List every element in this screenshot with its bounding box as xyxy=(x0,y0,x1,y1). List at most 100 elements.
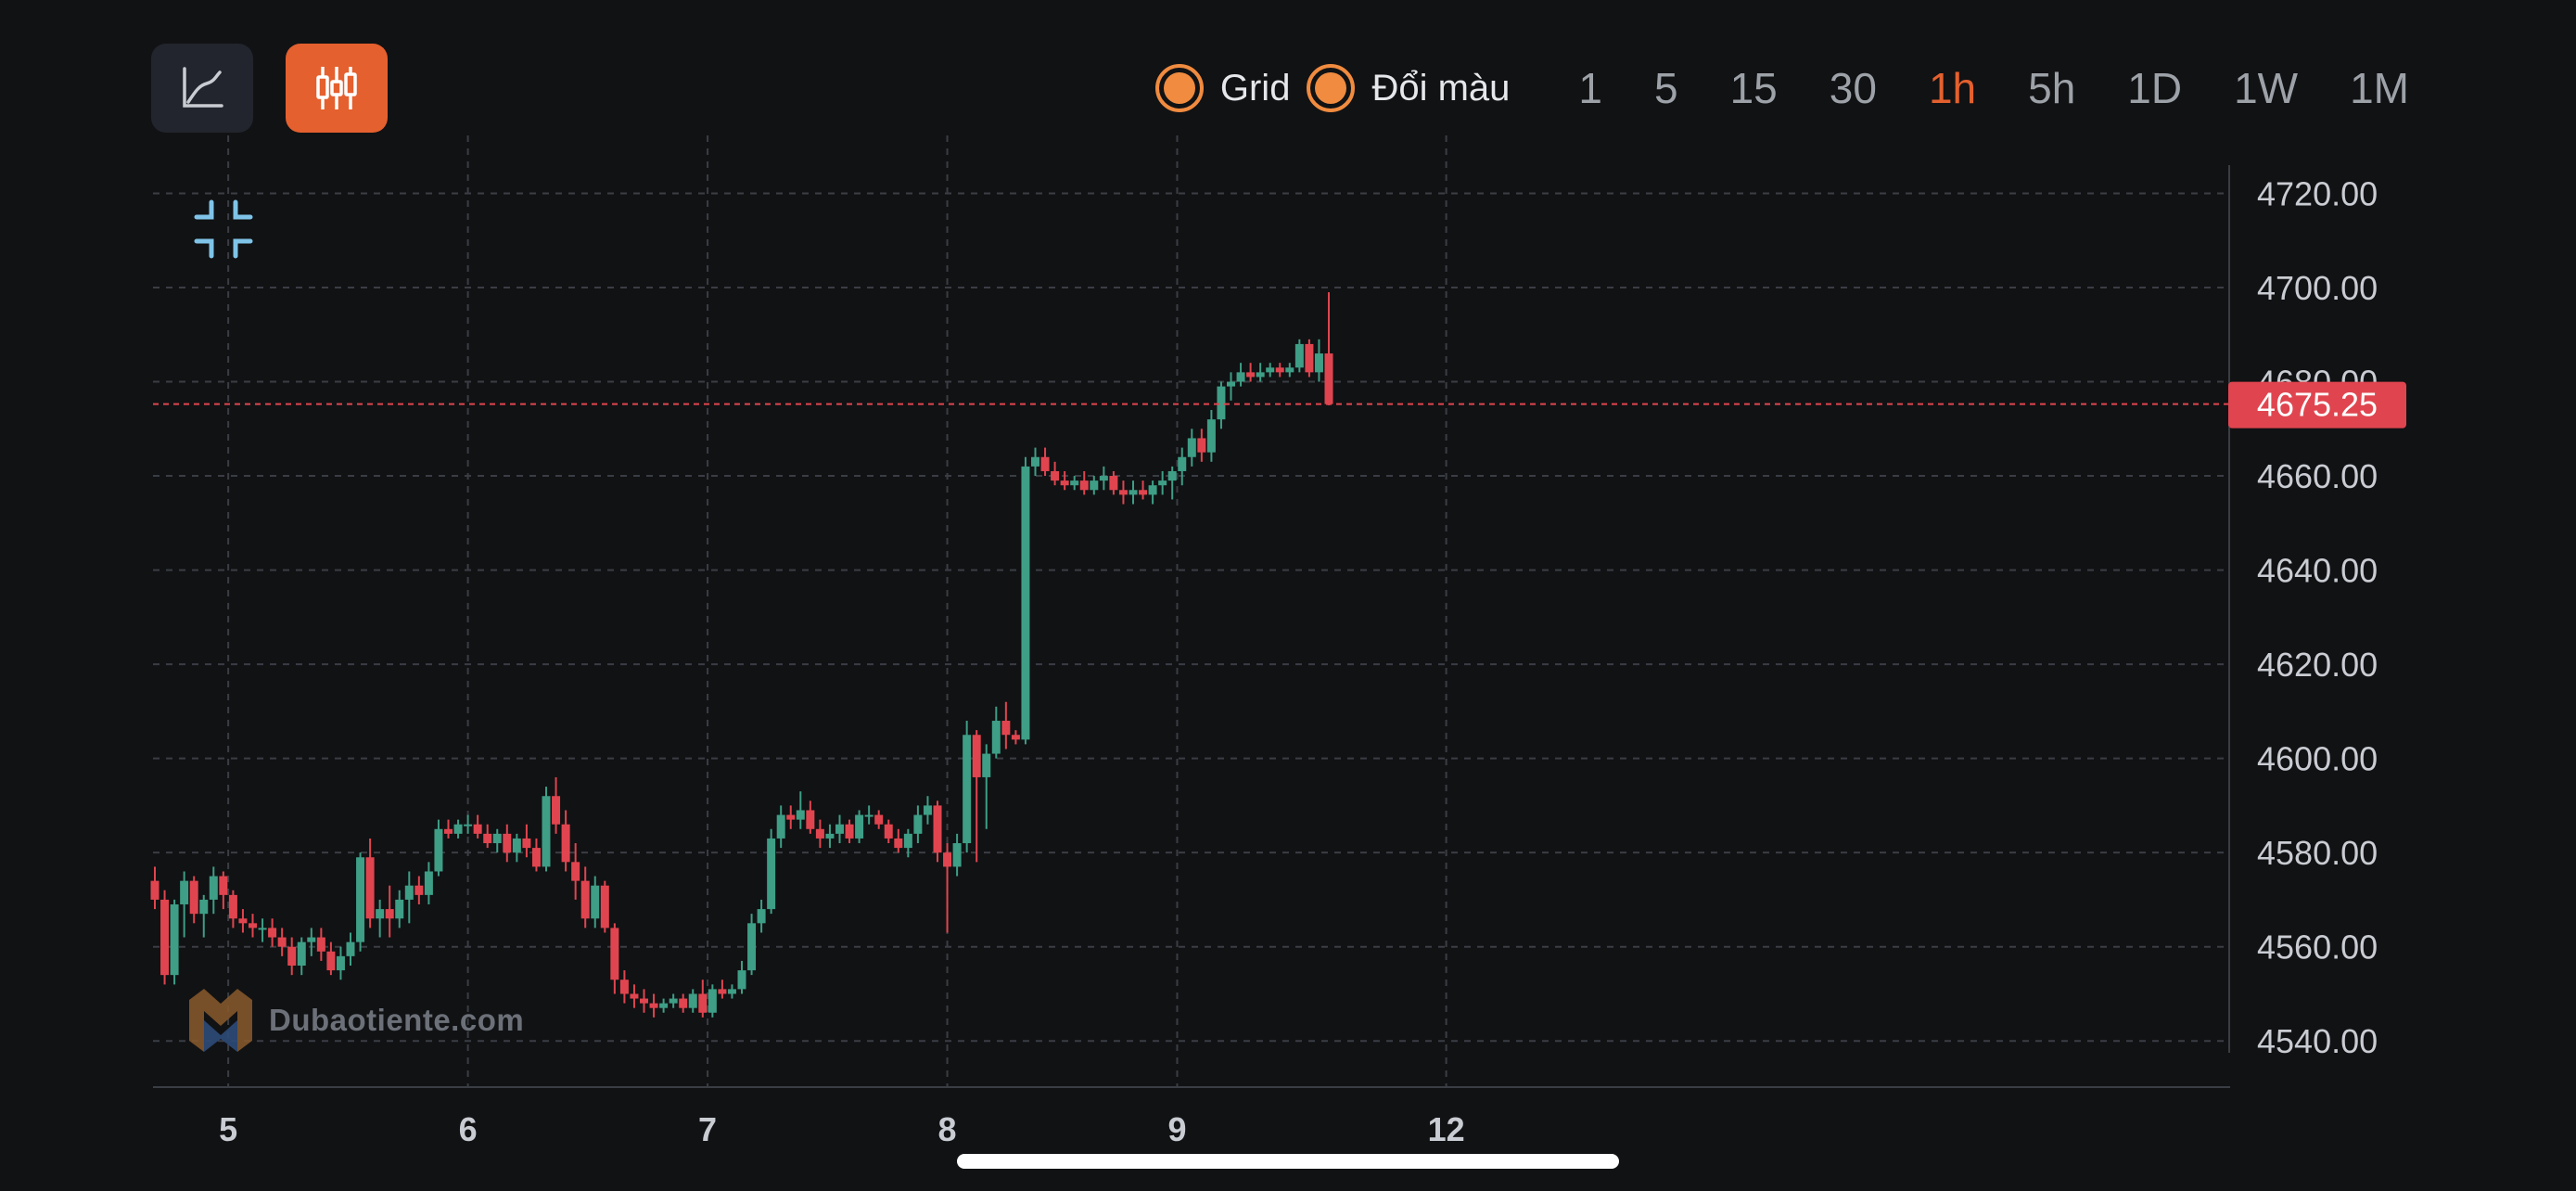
candle-body xyxy=(952,843,962,867)
candle-body xyxy=(591,885,600,919)
candle-body xyxy=(943,852,952,867)
candle-body xyxy=(277,937,287,947)
last-price-badge xyxy=(2228,381,2406,429)
candle-body xyxy=(238,918,248,924)
candle-body xyxy=(1001,721,1011,736)
candle-body xyxy=(1079,480,1089,491)
watermark-logo xyxy=(189,989,252,1052)
candle-body xyxy=(483,833,492,844)
timeframe-1m[interactable]: 1M xyxy=(2350,64,2409,112)
timeframe-1w[interactable]: 1W xyxy=(2234,64,2299,112)
x-tick-label: 8 xyxy=(938,1110,957,1148)
candle-body xyxy=(552,796,561,825)
y-tick-label: 4660.00 xyxy=(2257,457,2378,495)
timeframe-1[interactable]: 1 xyxy=(1578,64,1602,112)
candle-body xyxy=(160,899,170,976)
candle-body xyxy=(855,814,864,839)
y-axis-labels: 4720.004700.004680.004660.004640.004620.… xyxy=(2257,174,2378,1060)
candle-body xyxy=(619,980,629,994)
candle-body xyxy=(434,828,443,872)
candle-body xyxy=(385,909,394,919)
candle-body xyxy=(767,838,776,910)
candle-body xyxy=(845,824,854,839)
color-toggle[interactable]: Đổi màu xyxy=(1307,64,1510,112)
candle-body xyxy=(522,838,531,849)
timeframe-15[interactable]: 15 xyxy=(1729,64,1778,112)
candle-body xyxy=(228,894,237,919)
candle-body xyxy=(356,857,365,942)
candle-body xyxy=(1129,490,1138,495)
timeframe-1h[interactable]: 1h xyxy=(1928,64,1977,112)
candle-body xyxy=(913,814,923,834)
candle-body xyxy=(796,810,805,820)
candle-body xyxy=(669,998,678,1004)
candle-body xyxy=(473,824,482,834)
timeframe-5[interactable]: 5 xyxy=(1654,64,1678,112)
candle-body xyxy=(571,862,580,881)
candle-body xyxy=(688,993,697,1008)
last-price-label: 4675.25 xyxy=(2257,386,2378,424)
y-tick-label: 4540.00 xyxy=(2257,1022,2378,1060)
candle-body xyxy=(737,970,746,990)
candle-body xyxy=(991,721,1001,754)
candle-body xyxy=(903,833,912,849)
candle-body xyxy=(376,909,385,919)
grid-toggle[interactable]: Grid xyxy=(1154,64,1290,112)
timeframe-30[interactable]: 30 xyxy=(1829,64,1877,112)
chart-controls: Grid Đổi màu 1 5 15 30 1h 5h 1D 1W 1M xyxy=(1154,37,2409,139)
y-tick-label: 4640.00 xyxy=(2257,552,2378,590)
candle-body xyxy=(1099,476,1108,481)
grid-radio-icon xyxy=(1154,64,1204,112)
watermark: Dubaotiente.com xyxy=(185,983,524,1057)
candle-body xyxy=(1197,438,1206,453)
x-tick-label: 12 xyxy=(1428,1110,1465,1148)
candle-body xyxy=(542,796,551,867)
candle-body xyxy=(1070,480,1079,486)
candle-body xyxy=(1227,381,1235,387)
last-price-marker: 4675.25 xyxy=(153,381,2406,429)
candle-body xyxy=(1275,367,1284,373)
candle-body xyxy=(874,814,884,825)
candle-body xyxy=(659,1003,669,1008)
candle-body xyxy=(806,810,815,829)
candle-body xyxy=(503,833,512,853)
candle-body xyxy=(1324,353,1333,404)
candle-body xyxy=(444,828,453,834)
candle-body xyxy=(1051,470,1060,481)
candle-body xyxy=(1246,372,1256,378)
candle-body xyxy=(1139,490,1148,495)
candle-body xyxy=(395,899,404,919)
y-tick-label: 4560.00 xyxy=(2257,928,2378,967)
candle-body xyxy=(835,824,844,834)
timeframe-1d[interactable]: 1D xyxy=(2127,64,2183,112)
collapse-icon[interactable] xyxy=(191,197,256,262)
candle-body xyxy=(258,928,267,930)
candle-body xyxy=(718,989,727,994)
candle-body xyxy=(404,885,414,900)
home-indicator[interactable] xyxy=(957,1154,1619,1169)
y-tick-label: 4600.00 xyxy=(2257,740,2378,778)
watermark-text: Dubaotiente.com xyxy=(269,1003,525,1037)
candle-body xyxy=(1305,343,1314,373)
candle-body xyxy=(287,946,297,967)
color-radio-icon xyxy=(1307,64,1356,112)
y-tick-label: 4580.00 xyxy=(2257,834,2378,872)
candlestick-button[interactable] xyxy=(286,44,388,133)
candle-body xyxy=(1285,367,1294,373)
candle-body xyxy=(963,735,972,844)
y-tick-label: 4720.00 xyxy=(2257,174,2378,212)
timeframe-5h[interactable]: 5h xyxy=(2028,64,2076,112)
candle-body xyxy=(1187,438,1196,457)
candle-body xyxy=(815,828,824,839)
candle-body xyxy=(1206,419,1216,453)
candle-body xyxy=(727,989,736,994)
x-tick-label: 5 xyxy=(219,1110,237,1148)
candle-body xyxy=(894,838,903,849)
line-chart-button[interactable] xyxy=(151,44,253,133)
line-chart-icon xyxy=(183,67,223,108)
candle-body xyxy=(1040,456,1050,471)
candle-body xyxy=(747,923,757,971)
candle-body xyxy=(268,928,277,938)
